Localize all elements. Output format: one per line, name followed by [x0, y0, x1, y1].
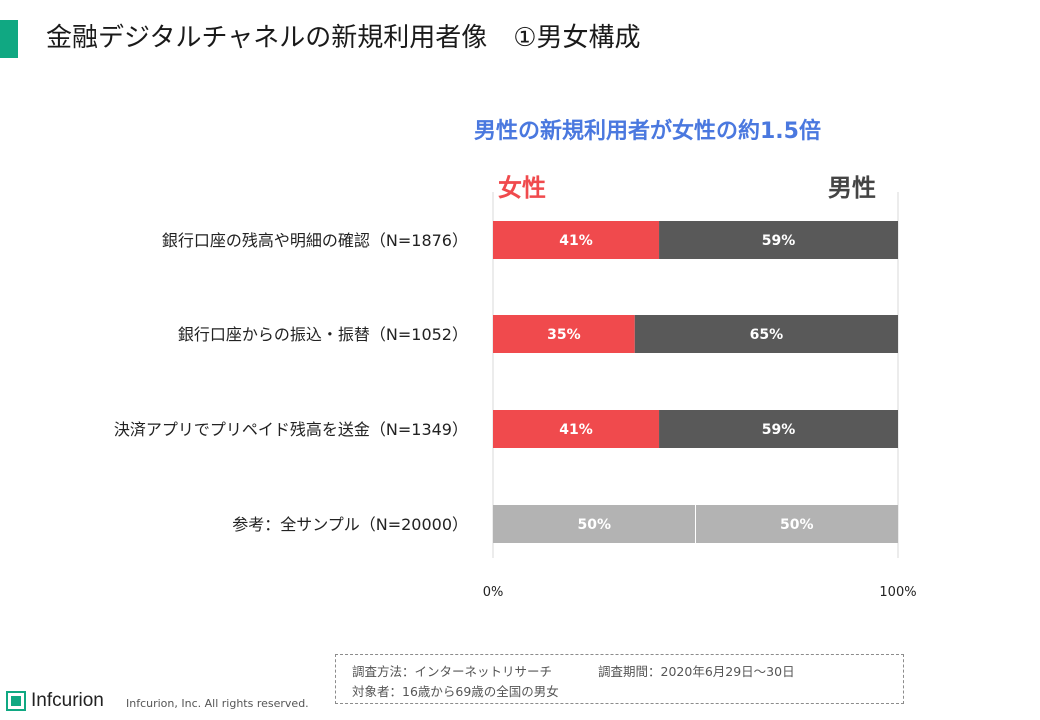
data-label: 59%: [762, 233, 796, 249]
survey-method: 調査方法：インターネットリサーチ: [352, 664, 553, 679]
data-label: 59%: [762, 422, 796, 438]
logo-text: Infcurion: [31, 690, 104, 711]
data-label: 35%: [547, 327, 581, 343]
bar-female: [493, 505, 696, 543]
bar-female: [493, 315, 635, 353]
category-label: 銀行口座の残高や明細の確認（N=1876）: [162, 231, 468, 250]
copyright-text: Infcurion, Inc. All rights reserved.: [126, 697, 309, 710]
data-label: 50%: [780, 517, 814, 533]
x-tick-label: 0%: [483, 585, 504, 600]
category-label: 銀行口座からの振込・振替（N=1052）: [178, 325, 468, 344]
x-tick-label: 100%: [879, 585, 916, 600]
category-label: 参考：全サンプル（N=20000）: [232, 515, 468, 534]
data-label: 50%: [577, 517, 611, 533]
legend-female: 女性: [498, 174, 546, 202]
slide-title: 金融デジタルチャネルの新規利用者像 ①男女構成: [46, 23, 641, 53]
data-label: 41%: [559, 233, 593, 249]
infcurion-logo-icon: [6, 691, 26, 711]
data-label: 65%: [750, 327, 784, 343]
bar-male: [634, 315, 898, 353]
data-label: 41%: [559, 422, 593, 438]
bar-male: [695, 505, 898, 543]
company-logo: Infcurion: [6, 690, 104, 712]
title-accent-bar: [0, 20, 18, 58]
chart-headline: 男性の新規利用者が女性の約1.5倍: [474, 119, 821, 144]
bar-female: [493, 410, 660, 448]
bar-female: [493, 221, 660, 259]
legend-male: 男性: [828, 174, 876, 202]
survey-note-box: 調査方法：インターネットリサーチ 調査期間：2020年6月29日～30日 対象者：…: [335, 654, 904, 704]
category-label: 決済アプリでプリペイド残高を送金（N=1349）: [114, 420, 468, 439]
survey-period: 調査期間：2020年6月29日～30日: [598, 664, 795, 679]
survey-target: 対象者：16歳から69歳の全国の男女: [352, 684, 559, 699]
bar-male: [659, 221, 898, 259]
bar-male: [659, 410, 898, 448]
